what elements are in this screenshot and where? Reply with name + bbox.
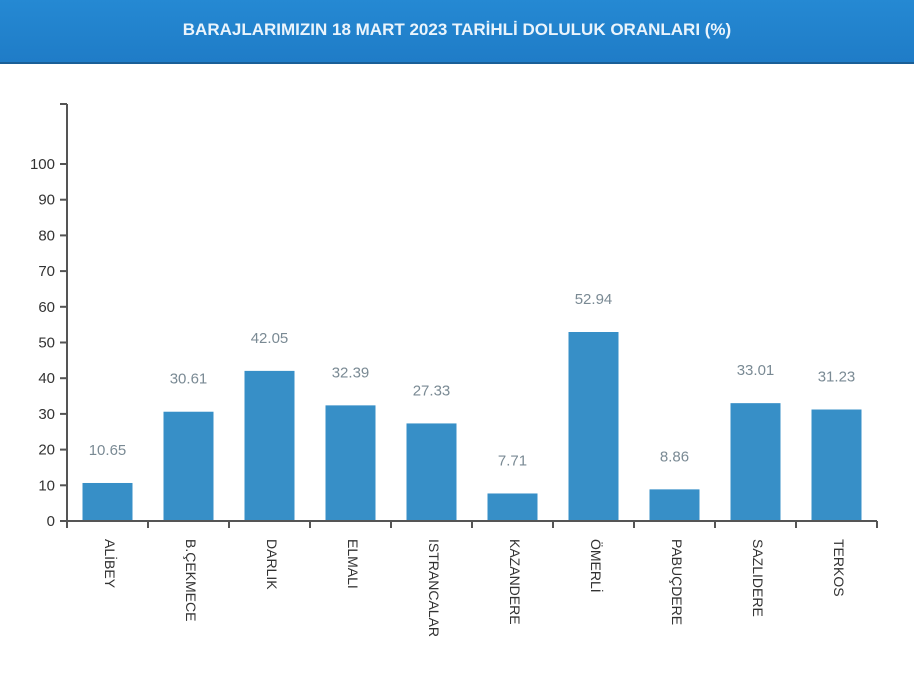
- y-tick-label: 0: [47, 513, 55, 530]
- value-label: 7.71: [498, 452, 527, 469]
- y-tick-label: 100: [30, 156, 55, 173]
- value-labels-group: 10.65 30.61 42.05 32.39 27.33 7.71 52.94 8.86 33…: [89, 291, 856, 469]
- x-tick-label: KAZANDERE: [507, 539, 523, 625]
- x-axis: [60, 520, 878, 528]
- y-tick-label: 10: [38, 477, 55, 494]
- bar-0: [82, 482, 133, 521]
- bar-6: [568, 332, 619, 521]
- x-tick-label: ALİBEY: [102, 539, 119, 589]
- bar-3: [325, 405, 376, 521]
- value-label: 8.86: [660, 448, 689, 465]
- chart-header: BARAJLARIMIZIN 18 MART 2023 TARİHLİ DOLU…: [0, 0, 914, 64]
- bar-4: [406, 423, 457, 521]
- value-label: 33.01: [737, 362, 775, 379]
- y-tick-label: 20: [38, 442, 55, 459]
- x-tick-label: ÖMERLİ: [588, 539, 605, 593]
- value-label: 32.39: [332, 364, 370, 381]
- chart-title: BARAJLARIMIZIN 18 MART 2023 TARİHLİ DOLU…: [182, 20, 732, 39]
- value-label: 52.94: [575, 291, 613, 308]
- y-tick-label: 60: [38, 299, 55, 316]
- y-tick-label: 70: [38, 263, 55, 280]
- bar-7: [649, 489, 700, 521]
- value-label: 31.23: [818, 369, 856, 386]
- y-axis: 0 10 20 30 40 50 60 70 80 90 100: [30, 103, 68, 530]
- x-tick-label: ISTRANCALAR: [426, 539, 442, 637]
- x-tick-label: PABUÇDERE: [669, 539, 685, 625]
- bar-9: [811, 409, 862, 521]
- bar-2: [244, 370, 295, 521]
- bar-8: [730, 403, 781, 521]
- x-axis-labels: ALİBEY B.ÇEKMECE DARLIK ELMALI ISTRANCALAR KA…: [102, 539, 847, 637]
- x-tick-label: TERKOS: [831, 539, 847, 597]
- y-tick-label: 30: [38, 406, 55, 423]
- y-tick-label: 40: [38, 370, 55, 387]
- y-tick-label: 50: [38, 335, 55, 352]
- x-tick-label: B.ÇEKMECE: [183, 539, 199, 621]
- y-tick-label: 80: [38, 227, 55, 244]
- x-tick-label: SAZLIDERE: [750, 539, 766, 617]
- y-tick-label: 90: [38, 192, 55, 209]
- bars-group: [82, 332, 862, 521]
- bar-1: [163, 411, 214, 521]
- value-label: 30.61: [170, 371, 208, 388]
- bar-5: [487, 493, 538, 521]
- value-label: 27.33: [413, 382, 451, 399]
- x-tick-label: DARLIK: [264, 539, 280, 590]
- value-label: 10.65: [89, 442, 127, 459]
- value-label: 42.05: [251, 330, 289, 347]
- x-tick-label: ELMALI: [345, 539, 361, 589]
